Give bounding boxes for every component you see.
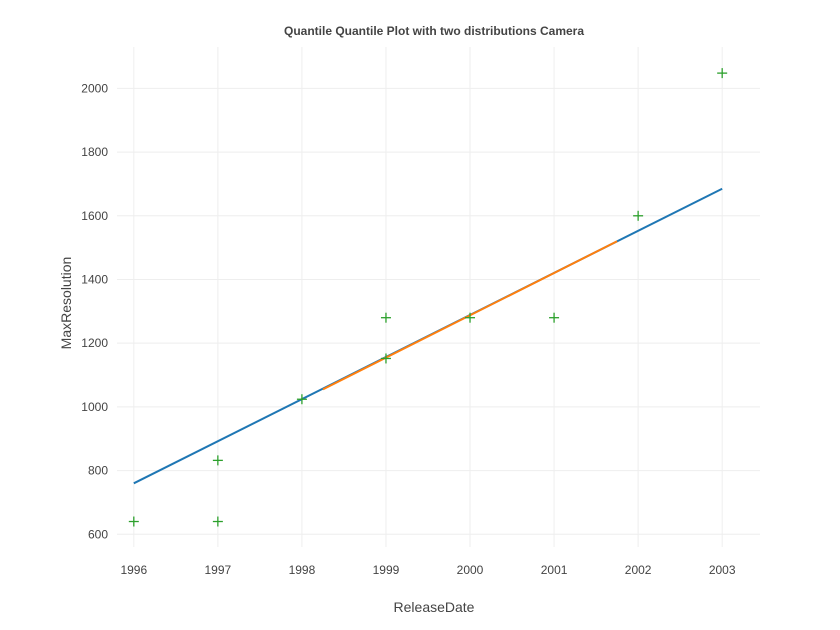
y-axis-label: MaxResolution	[58, 257, 74, 350]
x-tick-label: 2003	[709, 563, 736, 577]
data-point	[128, 516, 139, 527]
x-tick-label: 1999	[373, 563, 400, 577]
x-tick-label: 2002	[625, 563, 652, 577]
x-tick-labels: 1996 1997 1998 1999 2000 2001 2002 2003	[120, 563, 735, 577]
grid	[117, 47, 760, 547]
data-point	[380, 353, 391, 364]
y-tick-label: 1000	[81, 400, 108, 414]
y-tick-label: 1600	[81, 209, 108, 223]
data-point	[380, 312, 391, 323]
x-tick-label: 2001	[541, 563, 568, 577]
data-point	[212, 516, 223, 527]
data-point	[296, 394, 307, 405]
y-tick-label: 600	[88, 527, 108, 541]
y-tick-label: 1800	[81, 145, 108, 159]
x-tick-label: 1996	[120, 563, 147, 577]
y-tick-labels: 600 800 1000 1200 1400 1600 1800 2000	[81, 81, 108, 541]
y-tick-label: 1200	[81, 336, 108, 350]
x-tick-label: 1997	[205, 563, 232, 577]
data-point	[212, 455, 223, 466]
y-tick-label: 800	[88, 464, 108, 478]
data-point	[465, 312, 476, 323]
x-axis-label: ReleaseDate	[394, 599, 475, 615]
x-tick-label: 1998	[289, 563, 316, 577]
y-tick-label: 1400	[81, 272, 108, 286]
y-tick-label: 2000	[81, 81, 108, 95]
reference-lines	[133, 187, 723, 485]
chart-title: Quantile Quantile Plot with two distribu…	[284, 24, 584, 38]
data-point	[717, 68, 728, 79]
x-tick-label: 2000	[457, 563, 484, 577]
data-point	[633, 210, 644, 221]
data-point	[549, 312, 560, 323]
data-points	[128, 68, 728, 527]
